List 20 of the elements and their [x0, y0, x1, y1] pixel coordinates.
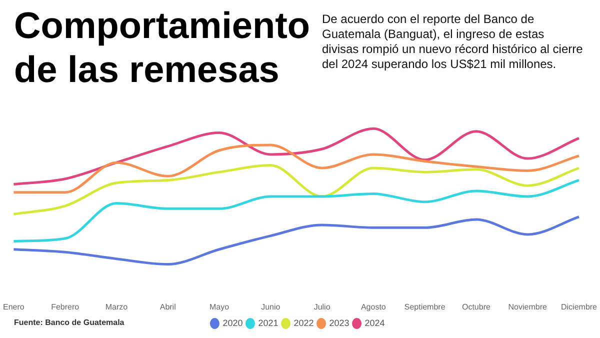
x-tick-label: Julio [314, 302, 331, 312]
x-tick-label: Marzo [105, 302, 128, 312]
x-tick-label: Octubre [462, 302, 491, 312]
x-tick-label: Diciembre [560, 302, 598, 312]
x-tick-label: Agosto [360, 302, 386, 312]
x-tick-label: Abril [160, 302, 176, 312]
chart-title: Comportamiento de las remesas [14, 4, 311, 92]
x-tick-label: Septiembre [404, 302, 446, 312]
legend-label: 2024 [364, 318, 385, 328]
x-tick-label: Junio [261, 302, 281, 312]
legend-label: 2023 [329, 318, 350, 328]
legend-label: 2022 [294, 318, 314, 328]
x-tick-label: Mayo [209, 302, 230, 312]
chart-subtitle: De acuerdo con el reporte del Banco de Guatemala (Banguat), el ingreso de estas divisas rompió un nuevo récord histórico al cierre del 2024 superando los US$21 mil millones. [322, 12, 584, 72]
source-note: Fuente: Banco de Guatemala [14, 318, 124, 327]
x-tick-label: Enero [2, 302, 25, 312]
x-tick-label: Febrero [51, 302, 80, 312]
legend-label: 2021 [258, 318, 278, 328]
legend-label: 2020 [222, 318, 243, 328]
x-tick-label: Noviembre [508, 302, 548, 312]
